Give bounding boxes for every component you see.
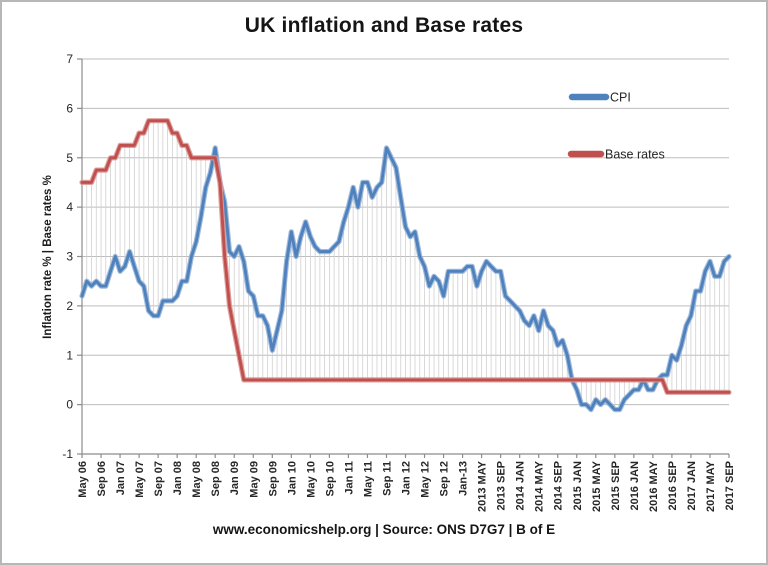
y-tick-label: 5	[66, 151, 73, 165]
x-tick-label: 2015 MAY	[591, 460, 603, 512]
x-tick-label: 2016 SEP	[667, 461, 679, 511]
x-tick-label: 2016 JAN	[629, 461, 641, 511]
x-tick-label: Sep 10	[324, 461, 336, 496]
x-tick-label: Sep 06	[96, 461, 108, 496]
x-tick-label: 2017 SEP	[724, 461, 736, 511]
x-tick-label: May 10	[305, 461, 317, 498]
x-tick-label: Sep 09	[267, 461, 279, 496]
x-tick-label: May 07	[134, 461, 146, 498]
x-tick-labels: May 06 Sep 06 Jan 07 May 07 Sep 07 Jan 08 May …	[77, 454, 736, 512]
legend-item-base-rates: Base rates	[567, 148, 665, 162]
y-tick-label: 3	[66, 250, 73, 264]
x-tick-label: Jan 11	[343, 461, 355, 495]
x-tick-label: 2013 SEP	[496, 461, 508, 511]
x-tick-label: Sep 11	[381, 461, 393, 496]
x-tick-label: 2017 JAN	[686, 461, 698, 511]
x-tick-label: Sep 08	[210, 461, 222, 496]
x-tick-label: 2016 MAY	[648, 460, 660, 512]
x-tick-label: May 06	[77, 461, 89, 498]
legend-label: Base rates	[605, 148, 665, 162]
y-tick-label: 6	[66, 101, 73, 115]
legend-label: CPI	[610, 91, 631, 105]
highlow-lines	[81, 120, 730, 410]
x-tick-label: Sep 07	[153, 461, 165, 496]
x-tick-label: Sep 12	[439, 461, 451, 496]
y-tick-label: 4	[66, 200, 73, 214]
x-tick-label: 2015 SEP	[610, 461, 622, 511]
x-tick-label: May 08	[191, 461, 203, 498]
y-tick-labels: -1 0 1 2 3 4 5 6 7	[62, 52, 73, 461]
x-tick-label: 2014 MAY	[534, 460, 546, 512]
y-tick-label: 2	[66, 299, 73, 313]
cpi-line	[79, 145, 732, 413]
y-tick-label: -1	[62, 447, 73, 461]
chart-title: UK inflation and Base rates	[244, 14, 524, 37]
x-tick-label: May 09	[248, 461, 260, 498]
x-tick-label: 2015 JAN	[572, 461, 584, 511]
x-tick-label: May 11	[362, 461, 374, 497]
x-tick-label: Jan 09	[229, 461, 241, 495]
x-tick-label: May 12	[420, 461, 432, 498]
x-tick-label: Jan 07	[115, 461, 127, 495]
x-tick-label: Jan 08	[172, 461, 184, 495]
y-tick-label: 1	[66, 348, 73, 362]
x-tick-label: 2014 SEP	[553, 461, 565, 511]
y-tick-label: 0	[66, 398, 73, 412]
legend-item-cpi: CPI	[568, 91, 631, 105]
x-tick-label: 2017 MAY	[705, 460, 717, 512]
x-tick-label: Jan-13	[458, 461, 470, 496]
x-tick-label: Jan 12	[401, 461, 413, 495]
x-tick-label: Jan 10	[286, 461, 298, 495]
x-tick-label: 2014 JAN	[515, 461, 527, 511]
source-caption: www.economicshelp.org | Source: ONS D7G7…	[212, 522, 556, 537]
x-tick-label: 2013 MAY	[477, 460, 489, 512]
y-tick-label: 7	[66, 52, 73, 66]
base-rates-line	[79, 118, 732, 395]
